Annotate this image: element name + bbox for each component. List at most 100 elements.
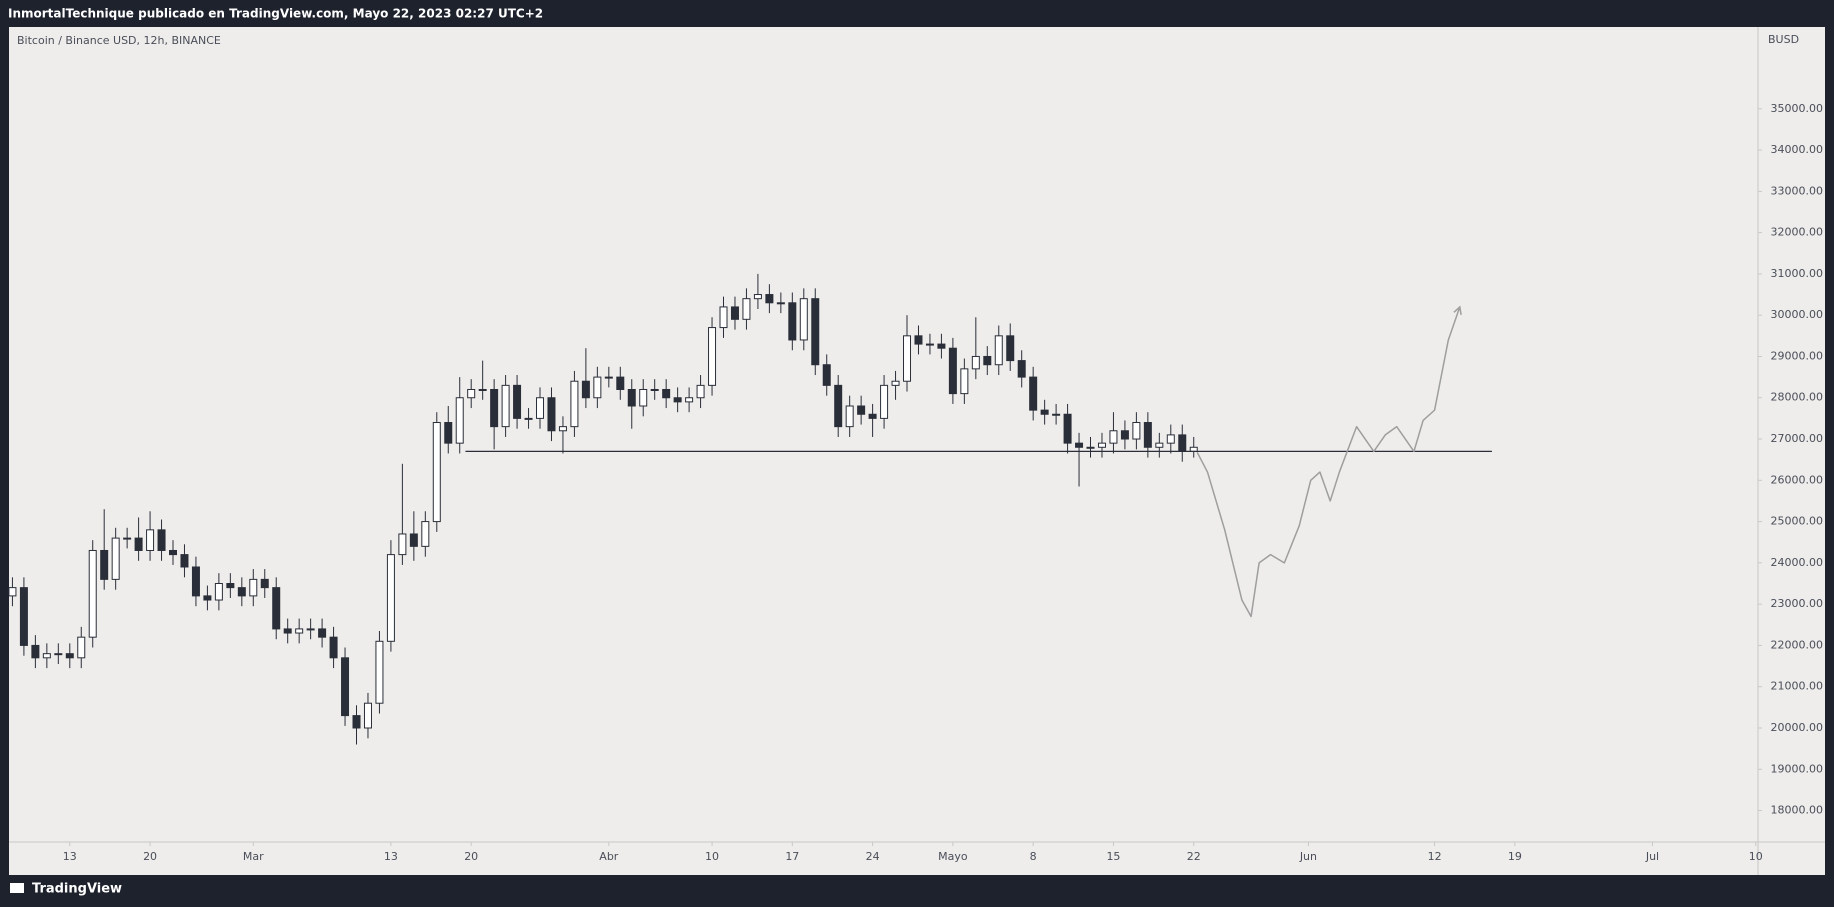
y-tick-label: 21000.00	[1771, 680, 1824, 693]
y-tick-label: 29000.00	[1771, 349, 1824, 362]
candle-body	[570, 380, 579, 428]
candle-body	[1132, 422, 1141, 440]
candle-body	[88, 549, 97, 638]
header-text: InmortalTechnique publicado en TradingVi…	[8, 7, 543, 21]
x-tick-label: 15	[1106, 850, 1120, 863]
candle-body	[306, 628, 315, 631]
candle-body	[914, 335, 923, 345]
candle-body	[937, 343, 946, 349]
x-tick-label: Abr	[599, 850, 619, 863]
candle-body	[536, 397, 545, 419]
y-tick-label: 19000.00	[1771, 762, 1824, 775]
candle-body	[237, 587, 246, 597]
candle-body	[1155, 442, 1164, 448]
y-tick-label: 32000.00	[1771, 226, 1824, 239]
candle-body	[1189, 446, 1198, 452]
candle-body	[880, 384, 889, 419]
x-tick-label: 8	[1030, 850, 1037, 863]
candle-body	[925, 343, 934, 346]
y-tick-label: 35000.00	[1771, 102, 1824, 115]
candle-body	[180, 554, 189, 568]
candle-body	[398, 533, 407, 556]
candle-body	[444, 422, 453, 444]
candle-body	[352, 715, 361, 729]
candle-body	[363, 702, 372, 729]
candle-body	[708, 327, 717, 386]
y-tick-label: 24000.00	[1771, 556, 1824, 569]
candle-body	[685, 397, 694, 403]
x-tick-label: 24	[866, 850, 880, 863]
candle-body	[811, 298, 820, 366]
y-tick-label: 27000.00	[1771, 432, 1824, 445]
x-tick-label: 20	[143, 850, 157, 863]
candle-body	[513, 384, 522, 419]
candle-body	[1052, 413, 1061, 416]
candle-body	[971, 355, 980, 370]
candle-body	[627, 388, 636, 407]
candle-body	[558, 426, 567, 432]
candle-body	[329, 636, 338, 659]
y-tick-label: 34000.00	[1771, 143, 1824, 156]
y-tick-label: 25000.00	[1771, 515, 1824, 528]
candle-body	[650, 388, 659, 391]
candle-body	[249, 578, 258, 597]
candle-body	[260, 578, 269, 589]
candle-body	[1143, 422, 1152, 448]
candle-body	[1178, 434, 1187, 452]
x-tick-label: 10	[705, 850, 719, 863]
y-tick-label: 23000.00	[1771, 597, 1824, 610]
x-tick-label: 19	[1508, 850, 1522, 863]
candle-body	[1166, 434, 1175, 444]
candle-body	[318, 628, 327, 638]
candle-body	[857, 405, 866, 415]
candle-body	[639, 388, 648, 407]
candle-body	[593, 376, 602, 399]
candle-body	[169, 549, 178, 556]
candle-body	[375, 640, 384, 704]
candle-body	[191, 566, 200, 597]
y-tick-label: 28000.00	[1771, 391, 1824, 404]
candle-body	[1097, 442, 1106, 448]
candle-body	[673, 397, 682, 403]
candle-body	[719, 306, 728, 329]
candle-body	[834, 384, 843, 428]
candle-body	[696, 384, 705, 399]
candle-body	[1063, 413, 1072, 444]
candle-body	[134, 537, 143, 551]
x-tick-label: Jul	[1645, 850, 1659, 863]
x-tick-label: Mar	[243, 850, 264, 863]
currency-label: BUSD	[1768, 33, 1799, 46]
candle-body	[765, 294, 774, 304]
x-tick-label: Mayo	[938, 850, 968, 863]
y-tick-label: 30000.00	[1771, 308, 1824, 321]
candle-body	[54, 653, 63, 656]
x-tick-label: 10	[1749, 850, 1763, 863]
brand[interactable]: TradingView	[32, 882, 122, 897]
candle-body	[994, 335, 1003, 366]
x-tick-label: 12	[1428, 850, 1442, 863]
candle-body	[891, 380, 900, 386]
candle-body	[42, 653, 51, 659]
candle-body	[524, 417, 533, 420]
y-tick-label: 31000.00	[1771, 267, 1824, 280]
x-tick-label: 17	[785, 850, 799, 863]
candle-body	[467, 388, 476, 399]
y-tick-label: 33000.00	[1771, 184, 1824, 197]
projection-arrow	[1453, 305, 1462, 315]
candle-body	[157, 529, 166, 551]
candle-body	[776, 302, 785, 305]
candle-body	[214, 583, 223, 601]
x-tick-label: 22	[1187, 850, 1201, 863]
candle-body	[662, 388, 671, 399]
brand-logo	[10, 883, 24, 893]
candle-body	[203, 595, 212, 601]
candle-body	[788, 302, 797, 341]
candle-body	[409, 533, 418, 547]
candle-body	[616, 376, 625, 390]
candle-body	[753, 294, 762, 300]
candle-body	[19, 587, 28, 646]
candle-body	[1040, 409, 1049, 415]
candle-body	[295, 628, 304, 634]
candle-body	[8, 587, 17, 597]
